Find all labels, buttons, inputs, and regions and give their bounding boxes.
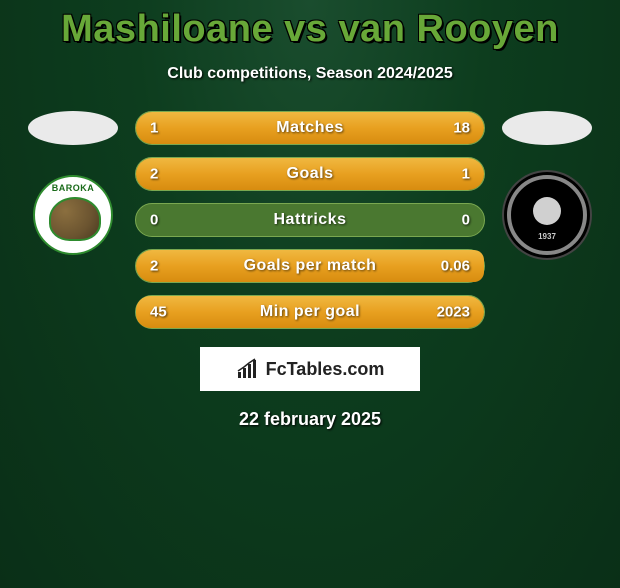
stat-fill-right [474, 250, 484, 282]
stat-row: 45 Min per goal 2023 [135, 295, 485, 329]
stat-value-right: 0 [462, 212, 470, 229]
bar-chart-icon [236, 358, 262, 380]
stat-label: Min per goal [260, 303, 360, 321]
left-player-column [23, 111, 123, 255]
page-title: Mashiloane vs van Rooyen [0, 8, 620, 51]
stat-fill-left [136, 296, 150, 328]
brand-box: FcTables.com [200, 347, 420, 391]
footer-date: 22 february 2025 [0, 409, 620, 430]
stat-row: 2 Goals per match 0.06 [135, 249, 485, 283]
stat-value-right: 1 [462, 166, 470, 183]
stat-label: Hattricks [274, 211, 347, 229]
right-player-avatar [502, 111, 592, 145]
stat-value-left: 1 [150, 120, 158, 137]
stat-value-left: 2 [150, 166, 158, 183]
stat-fill-left [136, 158, 369, 190]
stat-row: 0 Hattricks 0 [135, 203, 485, 237]
left-player-avatar [28, 111, 118, 145]
stat-value-left: 2 [150, 258, 158, 275]
stat-value-right: 2023 [437, 304, 470, 321]
stat-label: Matches [276, 119, 344, 137]
comparison-content: 1 Matches 18 2 Goals 1 0 Hattricks 0 2 Goals per m… [0, 111, 620, 329]
stat-row: 2 Goals 1 [135, 157, 485, 191]
left-club-badge [33, 175, 113, 255]
page-subtitle: Club competitions, Season 2024/2025 [0, 65, 620, 83]
stat-label: Goals [287, 165, 334, 183]
stat-value-right: 0.06 [441, 258, 470, 275]
right-player-column [497, 111, 597, 255]
stats-list: 1 Matches 18 2 Goals 1 0 Hattricks 0 2 Goals per m… [135, 111, 485, 329]
brand-text: FcTables.com [266, 359, 385, 380]
stat-row: 1 Matches 18 [135, 111, 485, 145]
right-club-badge [507, 175, 587, 255]
stat-label: Goals per match [244, 257, 377, 275]
stat-value-right: 18 [453, 120, 470, 137]
stat-value-left: 45 [150, 304, 167, 321]
stat-value-left: 0 [150, 212, 158, 229]
